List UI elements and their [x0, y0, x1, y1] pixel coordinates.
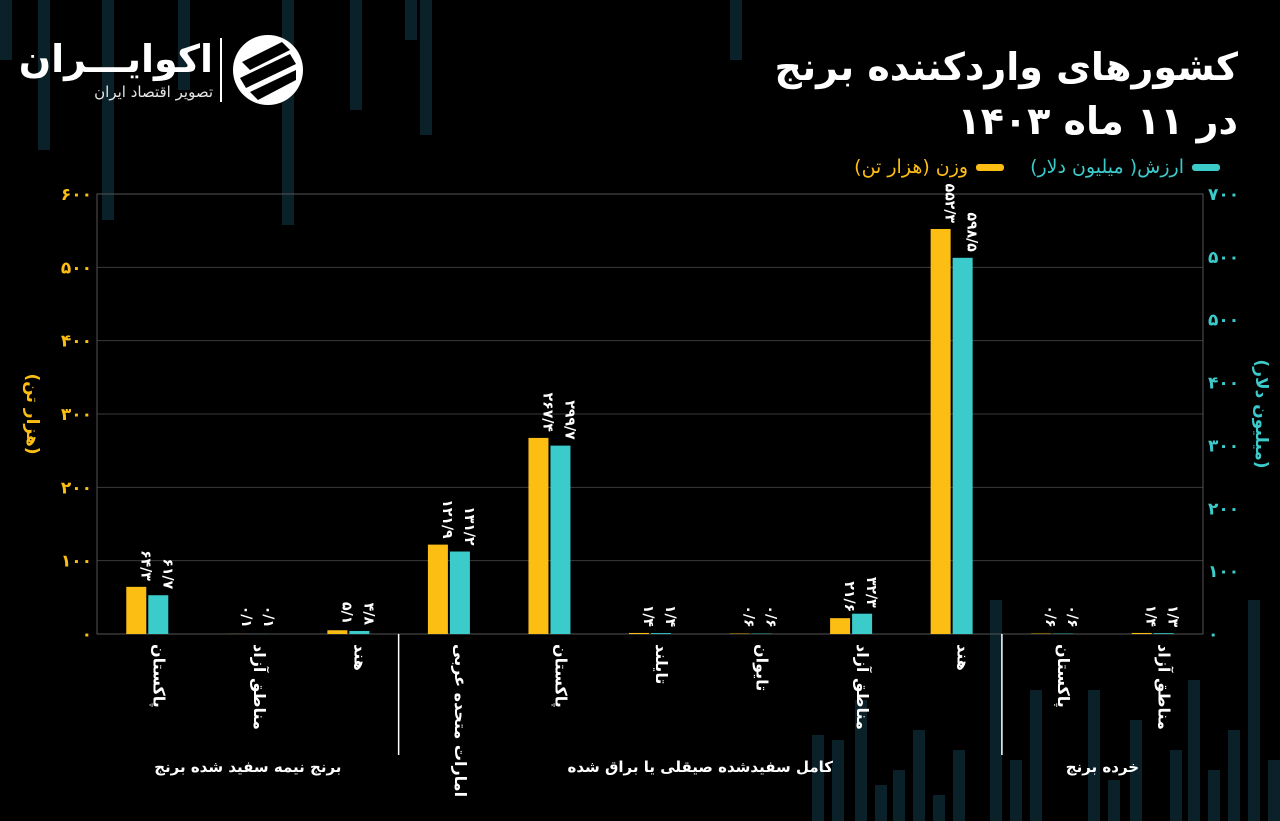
data-label-weight: ۶۴/۳ — [137, 550, 153, 581]
bar-value — [1153, 633, 1174, 634]
right-tick-label: ۰ — [1208, 625, 1218, 645]
data-label-value: ۱/۳ — [1165, 605, 1181, 628]
brand-tagline: تصویر اقتصاد ایران — [94, 83, 213, 101]
left-tick-label: ۰ — [82, 625, 92, 645]
left-tick-label: ۵۰۰ — [61, 258, 92, 278]
group-label: خرده برنج — [1066, 758, 1139, 776]
legend-item-value: ارزش( میلیون دلار) — [1030, 156, 1220, 178]
data-label-weight: ۱/۴ — [640, 605, 656, 628]
category-label: پاکستان — [1053, 644, 1073, 708]
data-label-value: ۶۱/۷ — [159, 558, 175, 589]
data-label-weight: ۰/۱ — [238, 606, 254, 628]
chart-subtitle: در ۱۱ ماه ۱۴۰۳ — [957, 99, 1238, 143]
data-label-value: ۲۹۹/۷ — [561, 400, 577, 440]
logo-separator — [220, 38, 222, 102]
data-label-value: ۱۳۱/۲ — [461, 506, 477, 546]
right-tick-label: ۱۰۰ — [1208, 562, 1239, 582]
plot-frame — [96, 193, 1204, 635]
data-label-value: ۳۲/۳ — [863, 577, 879, 608]
category-label: تایلند — [652, 644, 671, 684]
bar-value — [952, 257, 973, 634]
ecoiran-logo-icon — [233, 35, 303, 105]
category-label: هند — [954, 644, 973, 671]
bar-value — [651, 633, 671, 634]
brand-name: اکوایـــران — [18, 37, 213, 81]
bar-weight — [327, 630, 348, 634]
category-label: مناطق آزاد — [1155, 644, 1175, 730]
bar-weight — [830, 618, 851, 634]
bar-value — [449, 551, 470, 634]
legend-label-value: ارزش( میلیون دلار) — [1030, 156, 1184, 178]
left-tick-label: ۱۰۰ — [61, 552, 92, 572]
category-label: مناطق آزاد — [853, 644, 873, 730]
right-tick-label: ۵۰۰ — [1208, 248, 1239, 268]
left-tick-label: ۳۰۰ — [61, 405, 92, 425]
chart-title-block: کشورهای واردکننده برنج در ۱۱ ماه ۱۴۰۳ — [775, 40, 1238, 148]
left-tick-label: ۲۰۰ — [61, 478, 92, 498]
category-label: امارات متحده عربی — [451, 644, 470, 797]
right-tick-label: ۵۰۰ — [1208, 311, 1239, 331]
group-label: برنج نیمه سفید شده برنج — [154, 758, 341, 776]
bar-weight — [930, 228, 951, 635]
right-tick-label: ۴۰۰ — [1208, 374, 1239, 394]
chart-legend: ارزش( میلیون دلار) وزن (هزار تن) — [854, 156, 1220, 178]
bar-value — [852, 613, 873, 634]
chart-title: کشورهای واردکننده برنج — [774, 45, 1238, 89]
right-tick-label: ۷۰۰ — [1208, 185, 1239, 205]
category-label: تایوان — [753, 644, 772, 691]
right-axis-label: (میلیون دلار) — [1251, 359, 1271, 468]
category-label: مناطق آزاد — [250, 644, 270, 730]
category-label: پاکستان — [148, 644, 168, 708]
bar-weight — [427, 544, 448, 634]
category-label: هند — [350, 644, 369, 671]
legend-item-weight: وزن (هزار تن) — [854, 156, 1005, 178]
left-tick-label: ۶۰۰ — [61, 185, 92, 205]
right-tick-label: ۲۰۰ — [1208, 499, 1239, 519]
group-label: کامل سفیدشده صیقلی یا براق شده — [568, 758, 834, 776]
data-label-value: ۰/۶ — [1064, 605, 1080, 627]
data-label-value: ۰/۶ — [763, 605, 779, 627]
bar-value — [550, 445, 571, 634]
legend-swatch-weight — [976, 163, 1005, 171]
data-label-weight: ۰/۶ — [741, 605, 757, 627]
data-label-weight: ۵۵۲/۳ — [942, 184, 958, 224]
data-label-value: ۱/۴ — [662, 605, 678, 628]
category-label: پاکستان — [550, 644, 570, 708]
data-label-weight: ۱/۴ — [1143, 605, 1159, 628]
bar-weight — [126, 586, 147, 634]
bar-weight — [1131, 632, 1152, 634]
data-label-weight: ۵/۱ — [338, 602, 354, 624]
data-label-weight: ۲۱/۶ — [841, 581, 857, 612]
left-tick-label: ۴۰۰ — [61, 332, 92, 352]
data-label-weight: ۱۲۱/۹ — [439, 499, 455, 539]
bar-weight — [528, 437, 549, 634]
legend-swatch-value — [1192, 163, 1220, 171]
bar-value — [148, 595, 169, 634]
bar-weight — [629, 632, 649, 634]
data-label-value: ۰/۱ — [260, 606, 276, 628]
data-label-value: ۵۹۸/۵ — [964, 213, 980, 253]
legend-label-weight: وزن (هزار تن) — [854, 156, 969, 178]
right-tick-label: ۳۰۰ — [1208, 436, 1239, 456]
left-axis-label: (هزار تن) — [22, 373, 42, 454]
data-label-weight: ۰/۶ — [1042, 605, 1058, 627]
bar-value — [349, 630, 370, 634]
data-label-weight: ۲۶۷/۴ — [539, 393, 555, 433]
brand-logo: اکوایـــران تصویر اقتصاد ایران — [18, 32, 318, 112]
data-label-value: ۴/۸ — [360, 603, 376, 626]
